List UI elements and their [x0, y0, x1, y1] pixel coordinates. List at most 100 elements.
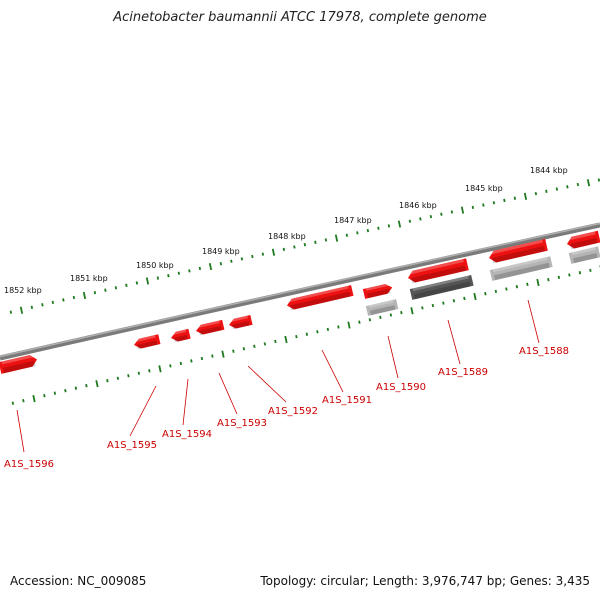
scale-tick: [536, 278, 540, 287]
genome-summary-text: Topology: circular; Length: 3,976,747 bp…: [260, 574, 590, 588]
gene-label[interactable]: A1S_1590: [376, 382, 426, 393]
gene-labels: A1S_1596 A1S_1595 A1S_1594 A1S_1593A1S_1592…: [4, 346, 569, 470]
gene-leader-line: [218, 372, 238, 415]
scale-tick: [419, 217, 422, 221]
scale-tick: [534, 191, 538, 196]
scale-tick: [523, 192, 528, 200]
gene-label[interactable]: A1S_1588: [519, 346, 569, 357]
scale-tick: [125, 283, 128, 287]
scale-tick: [284, 335, 288, 344]
gene-arrow[interactable]: [286, 285, 354, 311]
scale-tick: [167, 274, 170, 278]
scale-tick: [22, 399, 25, 403]
outer-scale-ticks: [9, 178, 600, 314]
scale-tick: [114, 286, 118, 290]
scale-tick: [282, 247, 286, 252]
scale-tick: [545, 189, 548, 193]
gene-arrow[interactable]: [566, 230, 600, 250]
scale-tick: [263, 342, 267, 346]
scale-tick: [484, 292, 487, 296]
gene-leader-line: [447, 319, 461, 365]
gene-arrow[interactable]: [228, 314, 253, 330]
scale-tick: [32, 395, 36, 403]
gene-leader-line: [129, 385, 157, 437]
scale-tick: [358, 320, 361, 324]
scale-tick: [586, 179, 591, 187]
scale-tick: [85, 384, 88, 388]
scale-tick: [11, 401, 15, 405]
scale-tick: [566, 185, 569, 189]
scale-tick: [177, 271, 181, 275]
scale-tick: [253, 344, 256, 348]
genome-backbone: [0, 222, 600, 361]
scale-tick: [463, 296, 466, 301]
gene-label[interactable]: A1S_1589: [438, 367, 488, 378]
scale-tick: [347, 321, 351, 329]
gene-label[interactable]: A1S_1595: [107, 440, 157, 451]
gene-arrow[interactable]: [365, 299, 399, 316]
gene-arrow[interactable]: [170, 328, 191, 343]
scale-tick: [53, 391, 57, 395]
gene-arrow[interactable]: [409, 274, 474, 300]
scale-tick: [93, 290, 97, 295]
kbp-label: 1851 kbp: [70, 274, 108, 283]
scale-tick: [43, 394, 46, 398]
scale-tick: [450, 210, 454, 214]
gene-label[interactable]: A1S_1596: [4, 459, 54, 470]
gene-arrow[interactable]: [489, 256, 553, 281]
gene-arrow[interactable]: [407, 258, 469, 284]
scale-tick: [345, 233, 349, 237]
gene-label[interactable]: A1S_1592: [268, 406, 318, 417]
scale-tick: [261, 252, 265, 256]
gene-label[interactable]: A1S_1593: [217, 418, 267, 429]
gene-arrow[interactable]: [0, 354, 38, 374]
scale-tick: [242, 347, 246, 351]
scale-tick: [9, 310, 13, 314]
scale-tick: [334, 234, 339, 242]
scale-tick: [135, 281, 139, 285]
scale-tick: [452, 299, 456, 303]
kbp-label: 1845 kbp: [465, 184, 503, 193]
scale-tick: [576, 182, 580, 187]
gene-arrow[interactable]: [133, 334, 161, 350]
scale-tick: [568, 273, 571, 277]
scale-tick: [30, 305, 34, 309]
scale-tick: [251, 254, 254, 259]
scale-tick: [316, 330, 319, 334]
gene-arrow[interactable]: [488, 238, 548, 264]
scale-tick: [219, 262, 223, 266]
scale-tick: [156, 276, 160, 280]
gene-arrow[interactable]: [195, 319, 225, 336]
gene-leader-lines: [16, 299, 540, 453]
scale-tick: [127, 374, 130, 378]
kbp-label: 1850 kbp: [136, 261, 174, 270]
gene-label[interactable]: A1S_1591: [322, 395, 372, 406]
scale-tick: [492, 201, 496, 205]
kbp-label: 1846 kbp: [399, 201, 437, 210]
scale-tick: [95, 380, 99, 388]
scale-tick: [410, 307, 414, 315]
kbp-label: 1852 kbp: [4, 286, 42, 295]
scale-tick: [377, 226, 380, 230]
scale-tick: [326, 327, 330, 332]
kbp-label: 1848 kbp: [268, 232, 306, 241]
gene-leader-line: [182, 378, 189, 426]
accession-text: Accession: NC_009085: [10, 574, 147, 588]
gene-arrow[interactable]: [362, 283, 394, 299]
gene-arrow[interactable]: [568, 246, 600, 264]
scale-tick: [397, 220, 402, 228]
scale-tick: [482, 203, 485, 207]
scale-tick: [64, 389, 67, 393]
scale-tick: [578, 271, 582, 275]
scale-tick: [589, 268, 592, 273]
scale-tick: [230, 259, 233, 263]
scale-tick: [169, 364, 172, 368]
scale-tick: [106, 379, 109, 383]
scale-tick: [116, 376, 120, 380]
scale-tick: [547, 278, 550, 282]
gene-label[interactable]: A1S_1594: [162, 429, 212, 440]
scale-tick: [72, 295, 76, 300]
scale-tick: [62, 298, 65, 302]
scale-tick: [41, 303, 44, 307]
